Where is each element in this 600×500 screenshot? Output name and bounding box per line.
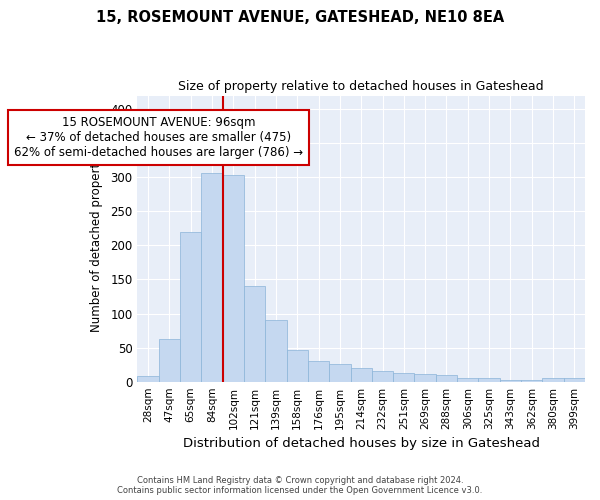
Bar <box>521 380 542 382</box>
Title: Size of property relative to detached houses in Gateshead: Size of property relative to detached ho… <box>178 80 544 93</box>
Bar <box>563 378 585 382</box>
Bar <box>329 364 350 382</box>
Bar <box>180 232 202 382</box>
Bar <box>350 368 372 382</box>
Bar <box>372 372 393 382</box>
Bar <box>308 361 329 382</box>
Y-axis label: Number of detached properties: Number of detached properties <box>91 146 103 332</box>
Bar <box>500 380 521 382</box>
Bar <box>542 378 563 382</box>
Text: 15, ROSEMOUNT AVENUE, GATESHEAD, NE10 8EA: 15, ROSEMOUNT AVENUE, GATESHEAD, NE10 8E… <box>96 10 504 25</box>
Bar <box>223 176 244 382</box>
Bar <box>159 339 180 382</box>
Bar <box>457 378 478 382</box>
Bar <box>244 286 265 382</box>
Text: Contains HM Land Registry data © Crown copyright and database right 2024.
Contai: Contains HM Land Registry data © Crown c… <box>118 476 482 495</box>
Bar <box>137 376 159 382</box>
Bar <box>202 172 223 382</box>
Bar <box>393 373 415 382</box>
Bar <box>478 378 500 382</box>
Text: 15 ROSEMOUNT AVENUE: 96sqm
← 37% of detached houses are smaller (475)
62% of sem: 15 ROSEMOUNT AVENUE: 96sqm ← 37% of deta… <box>14 116 303 159</box>
Bar <box>415 374 436 382</box>
Bar <box>436 375 457 382</box>
Bar <box>265 320 287 382</box>
X-axis label: Distribution of detached houses by size in Gateshead: Distribution of detached houses by size … <box>183 437 540 450</box>
Bar <box>287 350 308 382</box>
